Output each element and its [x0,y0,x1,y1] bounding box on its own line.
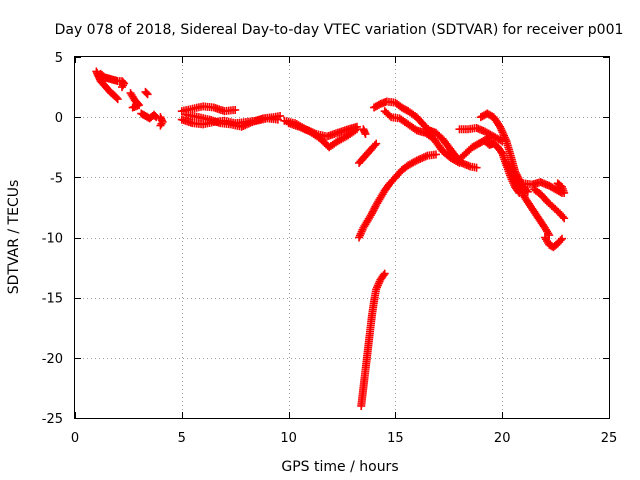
data-point [239,121,248,130]
series-arc-12 [355,139,381,167]
data-point [416,154,425,163]
data-point [142,89,151,98]
y-tick-label: -10 [42,232,63,247]
y-tick-label: 5 [55,51,63,66]
data-point [497,126,506,135]
x-tick-label: 10 [280,431,297,446]
plot-frame [74,56,610,419]
data-point [560,188,569,197]
x-tick-label: 5 [178,431,186,446]
series-arc-9 [182,110,285,131]
data-series [92,67,569,410]
data-point [246,118,255,127]
data-point [419,153,428,162]
series-arc-6 [156,113,167,130]
x-tick-label: 25 [601,431,618,446]
data-point [385,111,394,120]
axis-ticks: 0 5 10 15 20 25 5 0 -5 -10 -15 -20 -25 [42,51,618,446]
series-arc-5 [137,109,161,123]
series-arc-17 [357,269,389,410]
data-point [157,119,166,128]
y-tick-label: -5 [50,171,63,186]
data-point [128,103,137,112]
data-point [276,111,285,120]
series-arc-16 [355,150,440,242]
data-point [558,212,567,221]
grid-lines [75,57,609,418]
x-tick-label: 20 [494,431,511,446]
chart-title: Day 078 of 2018, Sidereal Day-to-day VTE… [55,22,624,38]
x-tick-label: 15 [387,431,404,446]
data-point [237,122,246,131]
x-axis-label: GPS time / hours [281,459,398,475]
data-point [151,111,160,120]
data-point [431,150,440,159]
data-point [231,105,240,114]
data-point [299,124,308,133]
data-point [500,133,509,142]
data-point [361,130,370,139]
data-point [372,139,381,148]
data-point [379,271,388,280]
data-point [499,130,508,139]
series-arc-1 [92,67,122,104]
y-axis-label: SDTVAR / TECUs [6,180,22,295]
data-point [303,126,312,135]
data-point [242,120,251,129]
series-arc-11 [280,116,361,141]
data-point [301,125,310,134]
x-tick-label: 0 [71,431,79,446]
data-point [558,234,567,243]
data-point [500,131,509,140]
data-point [119,81,128,90]
series-arc-7 [177,102,240,116]
data-point [411,157,420,166]
data-point [498,128,507,137]
data-point [412,156,421,165]
data-point [244,119,253,128]
data-point [117,83,126,92]
data-point [308,128,317,137]
data-point [556,236,565,245]
y-tick-label: -20 [42,352,63,367]
series-arc-2 [96,69,129,92]
data-point [496,124,505,133]
y-tick-label: -25 [42,412,63,427]
data-point [496,136,505,145]
series-arc-3 [126,89,144,112]
series-arc-19 [455,123,507,146]
data-point [414,155,423,164]
series-arc-24 [530,185,569,223]
data-point [112,93,121,102]
data-point [113,95,122,104]
data-point [143,90,152,99]
data-point [544,229,553,238]
series-arc-4 [141,87,152,99]
series-arc-13 [359,125,370,139]
data-point [241,121,250,130]
y-tick-label: -15 [42,292,63,307]
data-point [496,122,505,131]
data-point [380,269,389,278]
data-point [352,122,361,131]
data-point [310,129,319,138]
data-point [501,135,510,144]
data-point [156,121,165,130]
y-tick-label: 0 [55,111,63,126]
series-arc-25 [553,179,569,197]
data-point [305,126,314,135]
data-point [421,152,430,161]
data-point [472,163,481,172]
series-arc-26 [540,233,567,252]
data-point [307,127,316,136]
data-point [560,214,569,223]
data-point [497,147,506,156]
data-point [370,141,379,150]
data-point [418,154,427,163]
data-point [545,231,554,240]
